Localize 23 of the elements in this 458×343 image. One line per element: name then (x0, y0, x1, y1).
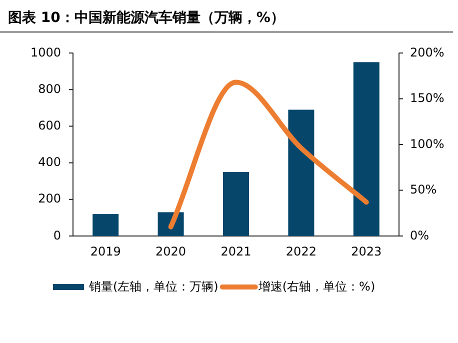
x-tick-label: 2019 (90, 244, 121, 258)
x-tick-label: 2020 (156, 244, 186, 258)
chart-title: 图表 10：中国新能源汽车销量（万辆，%） (8, 8, 284, 26)
y-tick-label: 200 (38, 192, 61, 206)
bar (92, 214, 119, 236)
legend-label: 增速(右轴，单位：%) (257, 279, 376, 294)
legend-label: 销量(左轴，单位：万辆) (88, 279, 218, 294)
x-tick-label: 2022 (286, 244, 316, 258)
x-tick-label: 2021 (220, 244, 252, 258)
y-tick-label: 600 (38, 118, 61, 132)
x-tick-label: 2023 (351, 244, 382, 258)
y2-tick-label: 200% (410, 45, 444, 60)
y-tick-label: 0 (53, 228, 61, 242)
bar (223, 172, 249, 236)
y-tick-label: 400 (38, 155, 61, 170)
y2-tick-label: 150% (410, 91, 444, 106)
bar (288, 110, 314, 236)
y2-tick-label: 50% (410, 182, 437, 197)
y2-tick-label: 0% (410, 228, 430, 242)
bar (353, 62, 380, 236)
y2-tick-label: 100% (410, 136, 444, 151)
y-tick-label: 1000 (30, 45, 61, 60)
y-tick-label: 800 (38, 82, 61, 96)
